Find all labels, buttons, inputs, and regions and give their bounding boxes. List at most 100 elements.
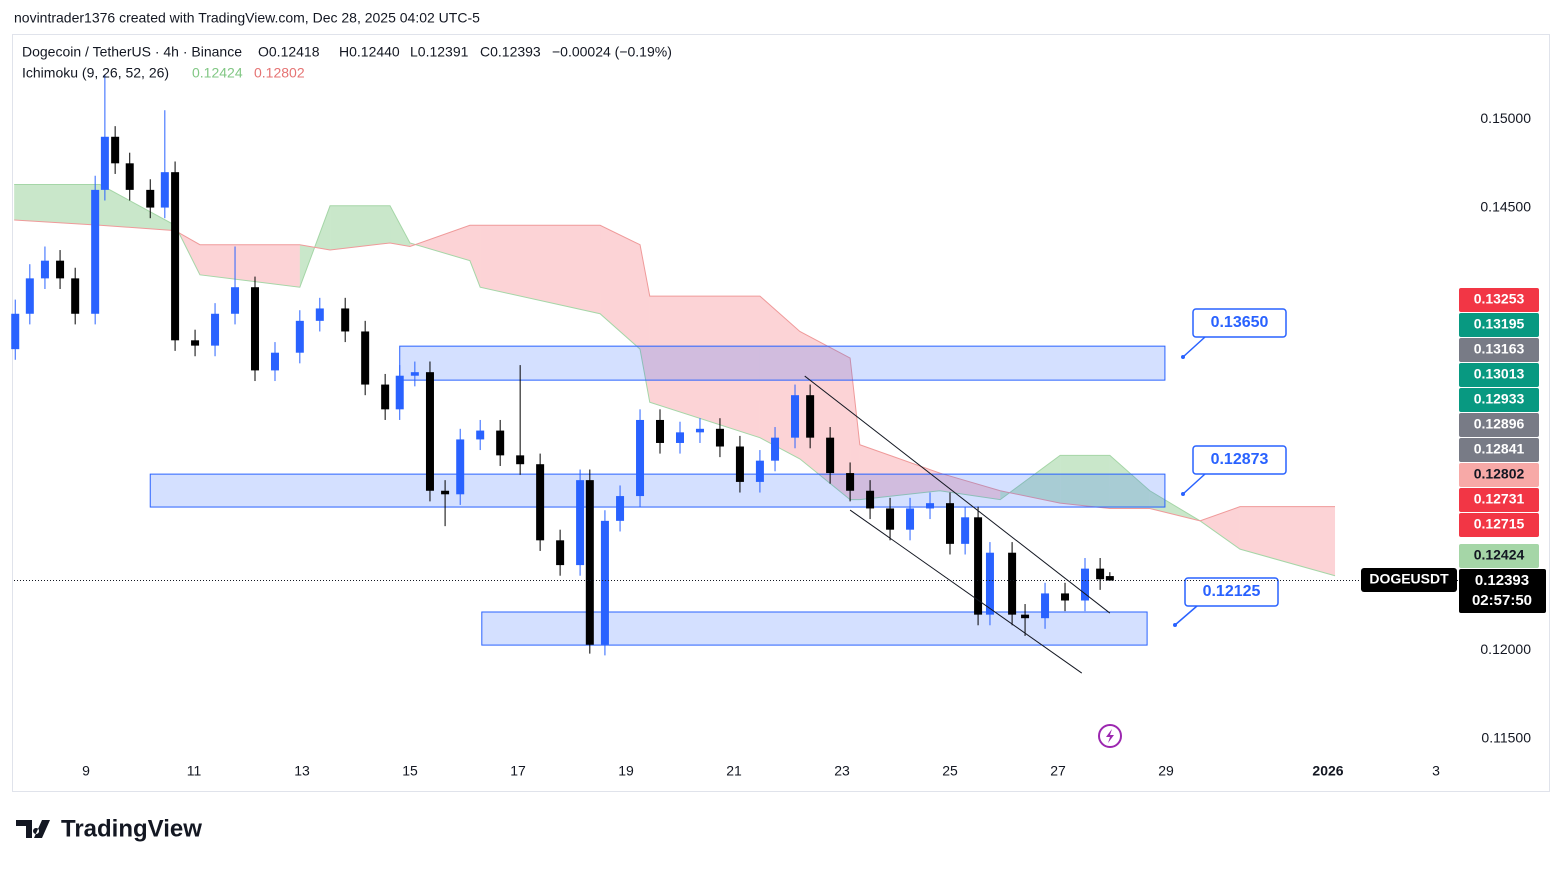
price-badge <box>1459 488 1539 512</box>
legend-open: O0.12418 <box>258 44 320 60</box>
cloud-segment <box>600 225 641 350</box>
candle-body <box>11 313 20 350</box>
chart-frame <box>12 34 1550 792</box>
cloud-segment <box>330 205 391 251</box>
candle-body <box>361 331 370 385</box>
x-tick-label: 19 <box>618 763 634 779</box>
candle-body <box>251 287 260 371</box>
cloud-segment <box>199 244 300 288</box>
y-tick-label: 0.14500 <box>1480 198 1531 214</box>
cloud-segment <box>100 184 176 231</box>
price-badge-label: 0.12896 <box>1474 416 1525 432</box>
candle-body <box>125 163 134 190</box>
candle-body <box>556 540 565 566</box>
x-tick-label: 11 <box>187 763 202 779</box>
plot: 0.13650 0.12873 0.12125 <box>11 74 1460 674</box>
trend-line <box>804 375 1111 614</box>
price-badge <box>1459 288 1539 312</box>
candle-body <box>675 432 684 443</box>
legend-low: L0.12391 <box>410 44 469 60</box>
candle-body <box>40 260 49 279</box>
x-tick-label: 13 <box>294 763 310 779</box>
candle-body <box>91 189 100 314</box>
indicator-a: 0.12424 <box>192 65 243 81</box>
x-tick-label: 17 <box>510 763 526 779</box>
candle-body <box>1080 568 1089 601</box>
candle-body <box>1061 593 1070 601</box>
candle-body <box>961 517 970 544</box>
callout-pointer <box>1182 473 1206 495</box>
cloud-span-b <box>14 219 1336 522</box>
candle-body <box>926 503 935 509</box>
price-badge <box>1459 338 1539 362</box>
candle-body <box>695 428 704 433</box>
candle-body <box>600 520 609 645</box>
x-tick-label: 27 <box>1050 763 1066 779</box>
candle-body <box>656 419 665 443</box>
callout-dot <box>1181 492 1185 496</box>
candle-body <box>576 480 585 566</box>
countdown: 02:57:50 <box>1472 592 1532 609</box>
y-tick-label: 0.12000 <box>1480 641 1531 657</box>
callout-label: 0.12125 <box>1203 583 1261 600</box>
candle-body <box>755 460 764 482</box>
candle-body <box>846 473 855 491</box>
cloud-segment <box>649 296 760 438</box>
candle-body <box>395 375 404 410</box>
candle-body <box>1021 614 1030 619</box>
candle-body <box>231 287 240 314</box>
price-badge <box>1459 544 1539 568</box>
candle-body <box>381 384 390 410</box>
cloud-segment <box>859 444 940 500</box>
indicator-name: Ichimoku (9, 26, 52, 26) <box>22 65 169 81</box>
candle-body <box>1008 552 1017 615</box>
price-badge <box>1459 413 1539 437</box>
candle-body <box>456 439 465 495</box>
candle-body <box>1105 576 1114 581</box>
candle-body <box>974 517 983 615</box>
price-badge <box>1459 388 1539 412</box>
zone <box>399 345 1166 381</box>
candle-body <box>585 480 594 645</box>
candle-body <box>111 136 120 164</box>
candle-body <box>1096 568 1105 580</box>
cloud-segment <box>850 358 860 500</box>
candle-body <box>160 172 169 208</box>
cloud-segment <box>1060 455 1110 509</box>
candle-body <box>826 437 835 474</box>
cloud-segment <box>14 184 101 226</box>
callout-pointer <box>1182 336 1206 358</box>
alert-icon[interactable] <box>1098 724 1122 748</box>
cloud-segment <box>759 296 800 459</box>
cloud-segment <box>1109 455 1150 509</box>
candle-body <box>100 136 109 190</box>
candle-body <box>945 503 954 544</box>
candle-body <box>425 372 434 491</box>
candle-body <box>985 552 994 615</box>
x-tick-label: 25 <box>942 763 958 779</box>
cloud-segment <box>799 331 851 500</box>
candle-body <box>56 260 65 279</box>
candle-body <box>25 278 34 314</box>
x-tick-label: 15 <box>402 763 418 779</box>
credit: novintrader1376 created with TradingView… <box>14 10 480 26</box>
price-badge-label: 0.12731 <box>1474 491 1525 507</box>
candle-body <box>806 395 815 438</box>
candle-body <box>410 372 419 376</box>
last-price-badge <box>1459 569 1546 613</box>
candle-body <box>771 437 780 461</box>
price-badge <box>1459 313 1539 337</box>
candle-body <box>886 508 895 530</box>
callout-label: 0.12873 <box>1211 451 1269 468</box>
candle-body <box>146 189 155 208</box>
candle-body <box>1041 593 1050 619</box>
callout-box <box>1192 445 1287 475</box>
cloud-segment <box>480 225 601 314</box>
y-tick-label: 0.15000 <box>1480 110 1531 126</box>
last-price-label: 0.12393 <box>1475 572 1529 589</box>
candle-body <box>341 308 350 332</box>
logo-mark <box>16 820 50 838</box>
price-badge-label: 0.12802 <box>1474 466 1525 482</box>
